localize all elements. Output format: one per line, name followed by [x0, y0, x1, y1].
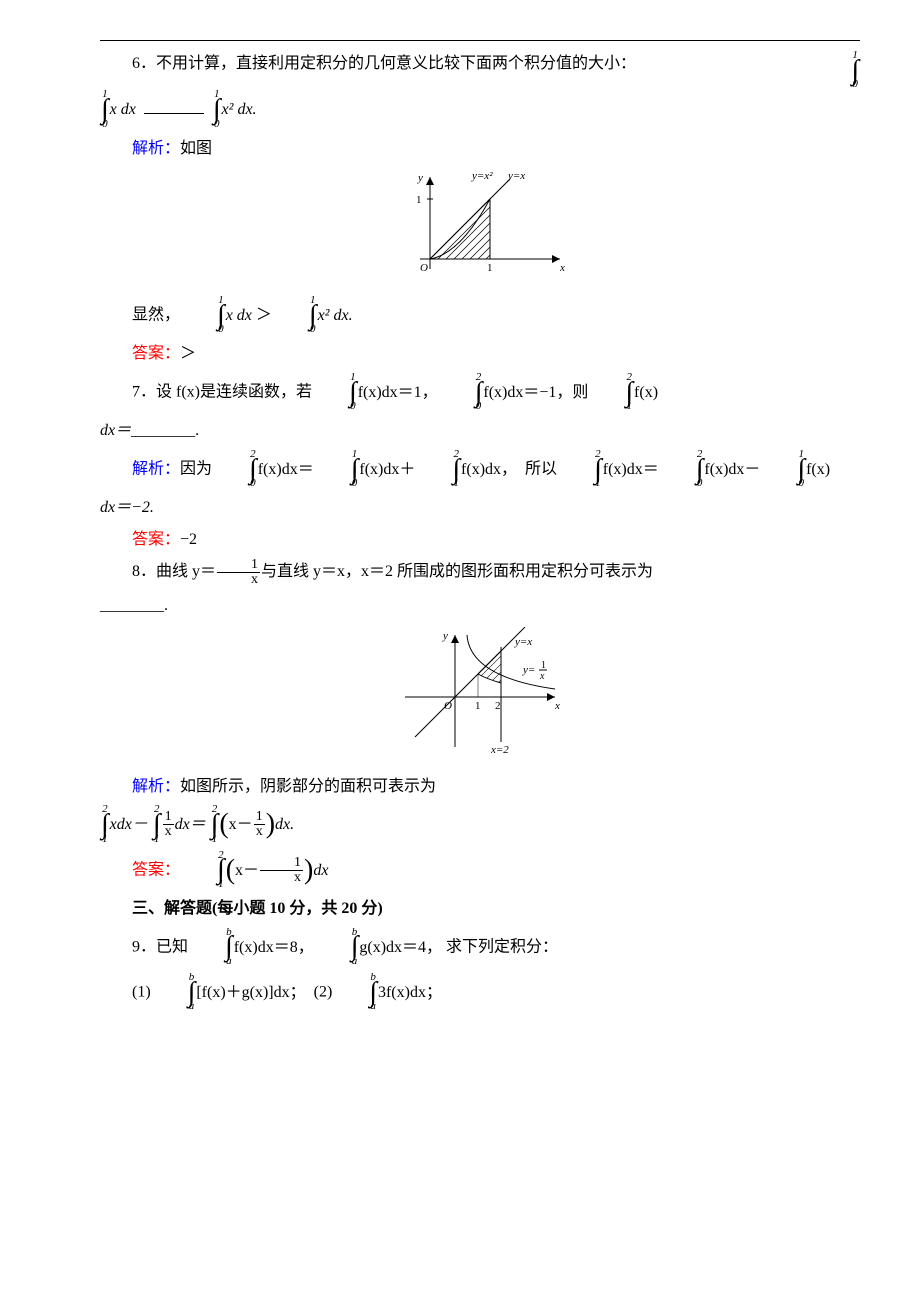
daan-label: 答案： [132, 345, 180, 362]
svg-text:1: 1 [487, 262, 493, 274]
q8-number: 8． [132, 564, 156, 581]
q9-number: 9． [132, 938, 156, 955]
q8-line1: 8．曲线 y＝1x与直线 y＝x，x＝2 所围成的图形面积用定积分可表示为 [100, 558, 860, 587]
svg-text:y=x²: y=x² [471, 170, 493, 182]
svg-text:1: 1 [475, 700, 481, 712]
q6-plot-svg: x y O y=x y=x² 1 1 [390, 169, 570, 279]
q6: 1 ∫ 0 6．不用计算，直接利用定积分的几何意义比较下面两个积分值的大小： [100, 51, 860, 77]
daan-label: 答案： [132, 531, 180, 548]
section-3-heading: 三、解答题(每小题 10 分，共 20 分) [100, 896, 860, 922]
q6-daan: ＞ [180, 345, 196, 362]
q7-line2: dx＝________. [100, 418, 860, 444]
q9-parts: (1) b∫a[f(x)＋g(x)]dx； (2) b∫a3f(x)dx； [100, 973, 860, 1012]
q9-part1-int: b∫a [156, 973, 196, 1012]
q6-int-b-body: x² dx. [222, 101, 257, 118]
q7-text-a: 设 f(x)是连续函数，若 [156, 383, 312, 400]
q6-number: 6． [132, 55, 156, 72]
q6-concl-int-b: 1 ∫ 0 [277, 296, 317, 335]
svg-text:y=x: y=x [507, 170, 525, 182]
q6-text: 不用计算，直接利用定积分的几何意义比较下面两个积分值的大小： [156, 55, 636, 72]
q9-line1: 9．已知 b∫af(x)dx＝8， b∫ag(x)dx＝4， 求下列定积分： [100, 928, 860, 967]
q8-jiexi: 解析：如图所示，阴影部分的面积可表示为 [100, 774, 860, 800]
q8-blank-line: ________. [100, 593, 860, 619]
xianran: 显然， [132, 306, 180, 323]
int-lower: 0 [819, 80, 859, 90]
q7-answer: 答案：−2 [100, 527, 860, 553]
jiexi-label: 解析： [132, 140, 180, 157]
q7-int2: 2∫0 [443, 373, 483, 412]
jiexi-label: 解析： [132, 460, 180, 477]
q6-eqline: 1 ∫ 0 x dx 1 ∫ 0 x² dx. [100, 90, 860, 129]
q7-int1: 1∫0 [317, 373, 357, 412]
q6-integral-trailing: 1 ∫ 0 [819, 51, 859, 90]
q7-int3: 2∫1 [593, 373, 633, 412]
q8-figure: x y O y=x y= 1 x x=2 1 2 [100, 627, 860, 766]
svg-text:O: O [420, 262, 428, 274]
daan-label: 答案： [132, 861, 180, 878]
svg-text:x: x [559, 262, 565, 274]
svg-text:x=2: x=2 [490, 744, 509, 756]
svg-text:y=x: y=x [514, 636, 532, 648]
q9-part2-int: b∫a [337, 973, 377, 1012]
q6-jiexi: 解析：如图 [100, 136, 860, 162]
gt-sign: ＞ [256, 306, 272, 323]
q8-answer: 答案： 2∫1(x－1x)dx [100, 851, 860, 890]
top-rule [100, 40, 860, 41]
q9-int-g: b∫a [319, 928, 359, 967]
q7-number: 7． [132, 383, 156, 400]
q6-int-b: 1 ∫ 0 [213, 90, 221, 129]
svg-text:2: 2 [495, 700, 501, 712]
q8-plot-svg: x y O y=x y= 1 x x=2 1 2 [395, 627, 565, 757]
q6-int-a: 1 ∫ 0 [101, 90, 109, 129]
q6-figure: x y O y=x y=x² 1 1 [100, 169, 860, 288]
svg-text:x: x [539, 671, 545, 682]
q6-int-a-body: x dx [110, 101, 136, 118]
q6-blank [144, 97, 204, 114]
q9-int-f: b∫a [193, 928, 233, 967]
q6-conclusion: 显然， 1 ∫ 0 x dx ＞ 1 ∫ 0 x² dx. [100, 296, 860, 335]
svg-text:y: y [417, 172, 423, 184]
q7-jiexi: 解析：因为 2∫0f(x)dx＝ 1∫0f(x)dx＋ 2∫1f(x)dx， 所… [100, 450, 860, 489]
q8-eq: 2∫1xdx－ 2∫11xdx＝ 2∫1(x－1x)dx. [100, 805, 860, 844]
q6-concl-int-a: 1 ∫ 0 [185, 296, 225, 335]
q6-jiexi-text: 如图 [180, 140, 212, 157]
q7-line1: 7．设 f(x)是连续函数，若 1∫0 f(x)dx＝1， 2∫0 f(x)dx… [100, 373, 860, 412]
svg-text:y=: y= [522, 664, 535, 676]
q6-answer: 答案：＞ [100, 341, 860, 367]
svg-text:y: y [442, 630, 448, 642]
svg-text:x: x [554, 700, 560, 712]
q8-frac-1x: 1x [217, 558, 260, 587]
q7-jiexi-tail: dx＝−2. [100, 495, 860, 521]
svg-text:1: 1 [416, 194, 422, 206]
svg-text:1: 1 [541, 660, 546, 671]
jiexi-label: 解析： [132, 778, 180, 795]
